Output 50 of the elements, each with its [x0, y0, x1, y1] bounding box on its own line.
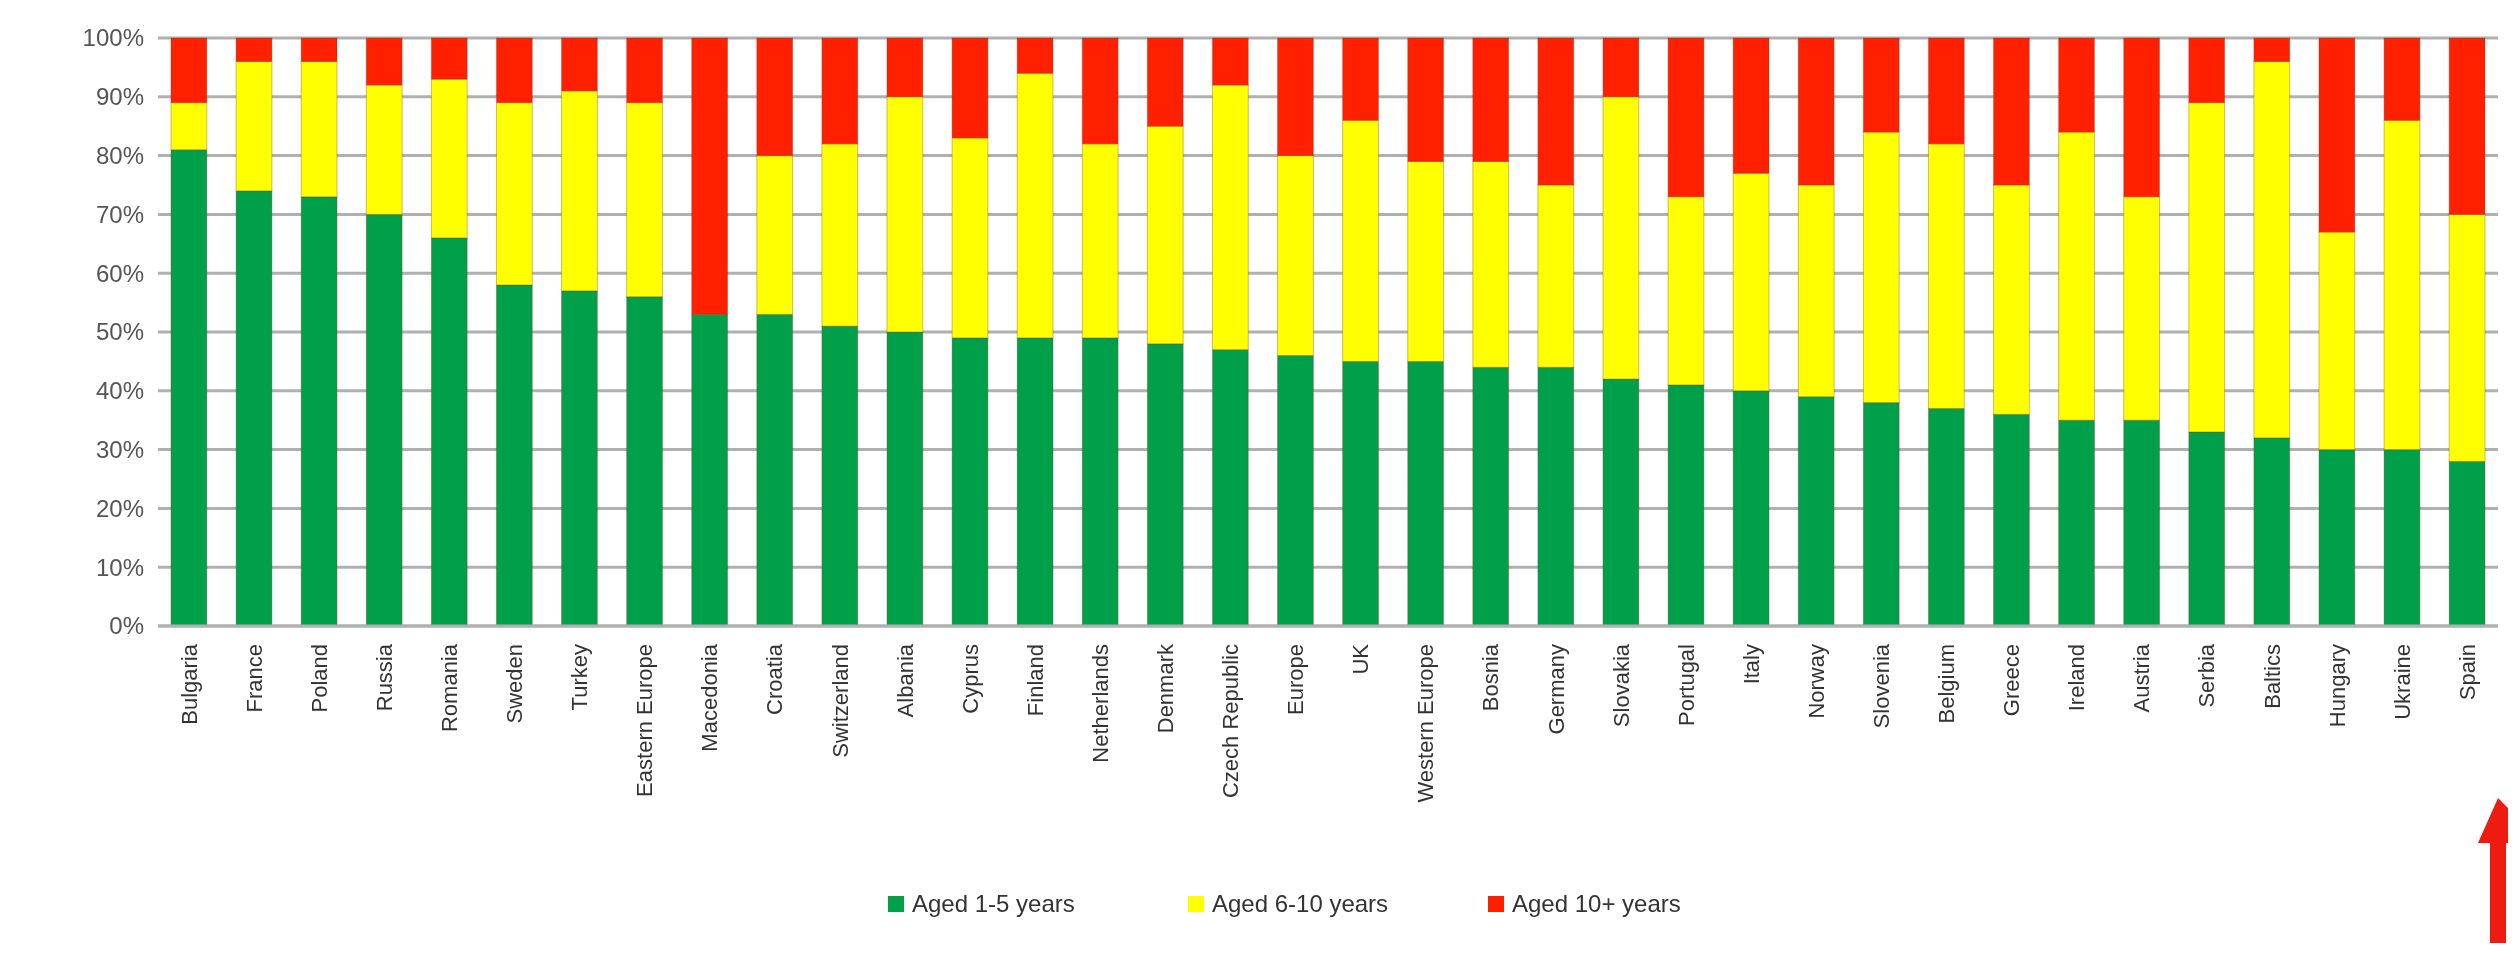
x-tick-label: Russia	[371, 643, 397, 712]
x-tick-label: Hungary	[2324, 644, 2350, 728]
x-tick-label: Turkey	[567, 644, 593, 711]
y-tick-label: 100%	[82, 24, 144, 52]
x-tick-label: Austria	[2129, 643, 2155, 713]
x-tick-label: Portugal	[1673, 644, 1699, 726]
x-tick-label: Serbia	[2194, 643, 2220, 708]
y-tick-label: 80%	[95, 142, 144, 169]
x-tick-label: Cyprus	[957, 644, 983, 714]
x-tick-label: Croatia	[762, 643, 788, 715]
x-tick-label: Italy	[1738, 644, 1764, 685]
x-tick-label: Netherlands	[1087, 644, 1113, 763]
y-tick-label: 0%	[109, 612, 144, 640]
x-tick-label: Ireland	[2064, 644, 2090, 712]
legend-label: Aged 6-10 years	[1212, 890, 1389, 918]
x-tick-label: Norway	[1803, 644, 1829, 719]
x-tick-label: Ukraine	[2389, 644, 2415, 720]
x-tick-label: Poland	[306, 644, 332, 713]
x-tick-label: Europe	[1283, 644, 1309, 715]
x-tick-label: Finland	[1022, 644, 1048, 717]
y-tick-label: 40%	[95, 377, 144, 405]
x-tick-label: Albania	[892, 643, 918, 718]
x-tick-label: Czech Republic	[1218, 644, 1244, 799]
x-tick-label: Belgium	[1934, 644, 1960, 724]
y-tick-label: 50%	[95, 318, 144, 346]
y-tick-label: 70%	[95, 200, 144, 228]
x-tick-label: Romania	[436, 643, 462, 733]
y-tick-label: 90%	[95, 83, 144, 111]
legend-label: Aged 10+ years	[1512, 890, 1681, 918]
x-tick-label: Bosnia	[1478, 643, 1504, 712]
x-tick-label: Slovakia	[1608, 643, 1634, 728]
x-tick-label: Bulgaria	[176, 643, 202, 725]
legend-label: Aged 1-5 years	[912, 890, 1075, 918]
x-tick-label: Eastern Europe	[632, 644, 658, 797]
x-tick-label: Western Europe	[1413, 644, 1439, 803]
x-tick-label: Macedonia	[697, 643, 723, 752]
x-tick-label: France	[241, 644, 267, 713]
y-tick-label: 30%	[95, 436, 144, 463]
x-tick-label: Baltics	[2259, 644, 2285, 709]
x-tick-label: Switzerland	[827, 644, 853, 758]
x-tick-label: UK	[1348, 643, 1374, 675]
x-tick-label: Germany	[1543, 644, 1569, 735]
x-tick-label: Slovenia	[1868, 643, 1894, 729]
x-tick-label: Greece	[1999, 644, 2025, 717]
y-tick-label: 10%	[95, 553, 144, 581]
x-tick-label: Sweden	[502, 644, 528, 724]
x-tick-label: Spain	[2454, 644, 2480, 701]
x-tick-label: Denmark	[1152, 643, 1178, 734]
y-tick-label: 60%	[95, 259, 144, 287]
y-tick-label: 20%	[95, 494, 144, 522]
